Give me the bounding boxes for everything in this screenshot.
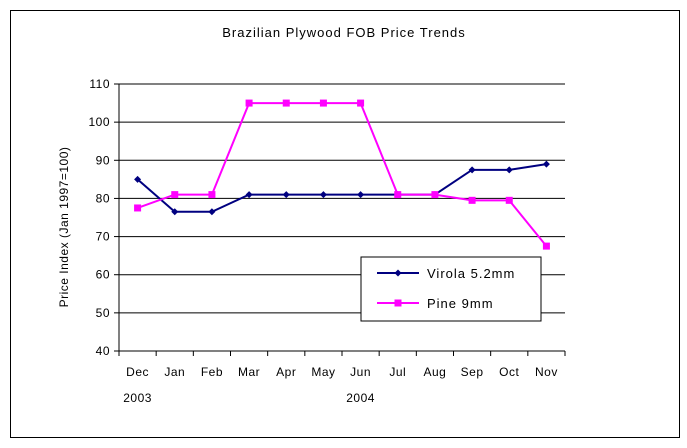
point-virola-5-2mm-jun — [357, 191, 365, 199]
point-pine-9mm-mar — [245, 99, 253, 107]
y-tick-label-50: 50 — [96, 306, 110, 320]
legend-box — [360, 256, 542, 322]
y-tick-label-100: 100 — [88, 115, 110, 129]
point-pine-9mm-apr — [282, 99, 290, 107]
x-tick-label-jul: Jul — [389, 365, 406, 379]
x-tick-label-feb: Feb — [201, 365, 223, 379]
year-label-2003: 2003 — [123, 391, 152, 405]
point-pine-9mm-dec — [134, 204, 142, 212]
legend-marker-virola-5-2mm — [394, 269, 402, 277]
point-pine-9mm-may — [319, 99, 327, 107]
y-tick-label-90: 90 — [96, 153, 110, 167]
legend-label-pine-9mm: Pine 9mm — [427, 296, 494, 311]
series-line-pine-9mm — [137, 102, 548, 247]
x-tick-label-dec: Dec — [126, 365, 149, 379]
point-pine-9mm-aug — [431, 191, 439, 199]
y-axis-label: Price Index (Jan 1997=100) — [57, 147, 71, 308]
x-tick-label-sep: Sep — [461, 365, 484, 379]
point-pine-9mm-jul — [394, 191, 402, 199]
point-virola-5-2mm-may — [319, 191, 327, 199]
point-virola-5-2mm-apr — [282, 191, 290, 199]
series-virola-5-2mm — [134, 160, 550, 216]
point-virola-5-2mm-nov — [542, 160, 550, 168]
y-tick-label-40: 40 — [96, 344, 110, 358]
point-pine-9mm-sep — [468, 196, 476, 204]
grid-layer — [119, 83, 565, 314]
y-tick-label-110: 110 — [89, 77, 110, 91]
x-tick-label-may: May — [311, 365, 335, 379]
y-tick-label-70: 70 — [96, 230, 110, 244]
series-layer — [134, 99, 550, 250]
point-virola-5-2mm-oct — [505, 166, 513, 174]
chart-svg: Brazilian Plywood FOB Price Trends 40 50 6… — [57, 25, 566, 405]
y-tick-label-80: 80 — [96, 191, 110, 205]
x-tick-label-mar: Mar — [238, 365, 260, 379]
point-pine-9mm-feb — [208, 191, 216, 199]
x-tick-label-jun: Jun — [350, 365, 371, 379]
point-virola-5-2mm-dec — [134, 175, 142, 183]
year-label-2004: 2004 — [346, 391, 375, 405]
point-virola-5-2mm-feb — [208, 208, 216, 216]
point-virola-5-2mm-jan — [171, 208, 179, 216]
point-pine-9mm-jan — [171, 191, 179, 199]
axes-layer: 40 50 60 70 80 90 100 110 Dec Jan Feb Mar Apr May Jun J… — [88, 77, 566, 405]
point-virola-5-2mm-mar — [245, 191, 253, 199]
chart-title: Brazilian Plywood FOB Price Trends — [222, 25, 466, 40]
point-pine-9mm-jun — [357, 99, 365, 107]
series-pine-9mm — [134, 99, 550, 250]
chart-frame: Brazilian Plywood FOB Price Trends 40 50 6… — [10, 10, 680, 438]
x-tick-label-jan: Jan — [164, 365, 185, 379]
x-tick-label-nov: Nov — [535, 365, 558, 379]
x-tick-label-apr: Apr — [276, 365, 296, 379]
x-tick-label-aug: Aug — [423, 365, 446, 379]
x-tick-label-oct: Oct — [499, 365, 519, 379]
legend-label-virola-5-2mm: Virola 5.2mm — [427, 266, 515, 281]
legend-marker-pine-9mm — [394, 299, 402, 307]
legend: Virola 5.2mm Pine 9mm — [360, 256, 542, 322]
point-virola-5-2mm-sep — [468, 166, 476, 174]
y-tick-label-60: 60 — [96, 268, 110, 282]
series-line-virola-5-2mm — [136, 163, 547, 213]
point-pine-9mm-oct — [505, 196, 513, 204]
point-pine-9mm-nov — [542, 242, 550, 250]
